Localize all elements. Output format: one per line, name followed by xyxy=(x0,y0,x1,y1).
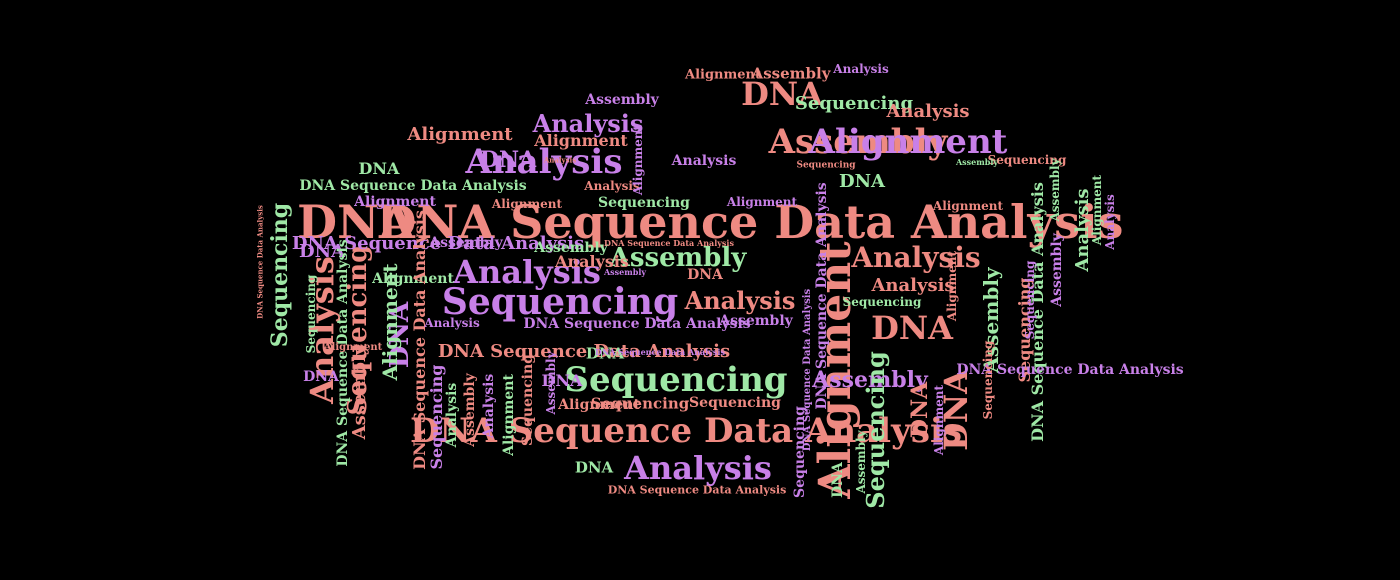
word-alignment: Alignment xyxy=(354,194,436,210)
word-assembly: Assembly xyxy=(585,92,659,108)
word-analysis: Analysis xyxy=(624,449,772,487)
word-dna: DNA xyxy=(541,371,583,390)
word-dna-sequence-data-analysis: DNA Sequence Data Analysis xyxy=(607,483,787,497)
word-analysis: Analysis xyxy=(424,316,480,330)
word-sequencing: Sequencing xyxy=(427,364,446,470)
word-analysis: Analysis xyxy=(833,62,889,76)
word-alignment: Alignment xyxy=(631,124,645,196)
word-sequencing: Sequencing xyxy=(590,394,690,413)
word-dna-sequence-data-analysis: DNA Sequence Data Analysis xyxy=(299,178,527,194)
word-dna: DNA xyxy=(687,267,723,283)
word-alignment: Alignment xyxy=(491,197,563,211)
word-dna: DNA xyxy=(297,195,415,249)
word-assembly: Assembly xyxy=(534,240,608,256)
word-dna: DNA xyxy=(303,369,339,385)
word-sequencing: Sequencing xyxy=(1023,260,1037,340)
word-dna-sequence-data-analysis: DNA Sequence Data Analysis xyxy=(802,288,813,452)
word-dna-sequence-data-analysis: DNA Sequence Data Analysis xyxy=(335,239,351,467)
word-alignment: Alignment xyxy=(323,342,383,353)
word-alignment: Alignment xyxy=(945,250,959,322)
word-dna: DNA xyxy=(907,381,933,439)
word-analysis: Analysis xyxy=(671,153,737,169)
word-alignment: Alignment xyxy=(558,397,640,413)
word-sequencing: Sequencing xyxy=(598,195,690,211)
word-dna-sequence-data-analysis: DNA Sequence Data Analysis xyxy=(814,182,830,410)
word-analysis: Analysis xyxy=(465,142,623,182)
word-assembly: Assembly xyxy=(609,243,747,273)
word-dna: DNA xyxy=(585,344,625,363)
word-alignment: Alignment xyxy=(378,263,402,381)
word-analysis: Analysis xyxy=(444,382,460,448)
word-assembly: Assembly xyxy=(854,430,868,494)
word-alignment: Alignment xyxy=(1090,174,1104,246)
word-assembly: Assembly xyxy=(1049,233,1065,307)
word-analysis: Analysis xyxy=(584,179,640,193)
word-sequencing: Sequencing xyxy=(304,274,318,354)
word-sequencing: Sequencing xyxy=(267,202,293,348)
word-dna: DNA xyxy=(741,75,823,113)
word-dna: DNA xyxy=(479,147,537,173)
word-analysis: Analysis xyxy=(851,241,981,274)
word-sequencing: Sequencing xyxy=(794,93,914,114)
word-dna-sequence-data-analysis: DNA Sequence Data Analysis xyxy=(437,341,731,362)
word-assembly: Assembly xyxy=(603,267,647,277)
word-dna-sequence-data-analysis: DNA Sequence Data Analysis xyxy=(255,205,265,319)
word-assembly: Assembly xyxy=(462,373,478,447)
word-dna: DNA xyxy=(871,309,953,347)
word-dna-sequence-data-analysis: DNA Sequence Data Analysis xyxy=(291,233,585,254)
word-alignment: Alignment xyxy=(808,122,1008,162)
word-alignment: Alignment xyxy=(372,271,454,287)
word-sequencing: Sequencing xyxy=(987,153,1067,167)
word-analysis: Analysis xyxy=(543,155,577,165)
word-sequencing: Sequencing xyxy=(842,295,922,309)
word-sequencing: Sequencing xyxy=(981,340,995,420)
word-dna: DNA xyxy=(830,462,846,498)
word-dna-sequence-data-analysis: DNA Sequence Data Analysis xyxy=(595,347,725,357)
word-alignment: Alignment xyxy=(501,374,517,456)
word-assembly: Assembly xyxy=(812,367,928,393)
word-alignment: Alignment xyxy=(685,67,761,83)
word-alignment: Alignment xyxy=(932,199,1004,213)
word-dna: DNA xyxy=(298,241,346,262)
word-assembly: Assembly xyxy=(1048,158,1062,222)
word-dna-sequence-data-analysis: DNA Sequence Data Analysis xyxy=(409,411,963,451)
word-dna: DNA xyxy=(838,171,886,192)
word-alignment: Alignment xyxy=(726,195,798,209)
word-analysis: Analysis xyxy=(481,373,497,439)
word-sequencing: Sequencing xyxy=(520,354,536,446)
word-dna: DNA xyxy=(574,458,614,477)
word-analysis: Analysis xyxy=(532,109,644,138)
word-alignment: Alignment xyxy=(932,384,946,456)
word-analysis: Analysis xyxy=(886,101,970,122)
word-dna-sequence-data-analysis: DNA Sequence Data Analysis xyxy=(523,316,751,332)
word-dna: DNA xyxy=(358,159,400,178)
word-analysis: Analysis xyxy=(871,275,955,296)
word-alignment: Alignment xyxy=(407,124,513,145)
word-assembly: Assembly xyxy=(768,122,948,162)
word-dna-sequence-data-analysis: DNA Sequence Data Analysis xyxy=(956,362,1184,378)
word-analysis: Analysis xyxy=(453,253,601,291)
word-assembly: Assembly xyxy=(751,64,831,83)
word-analysis: Analysis xyxy=(684,286,796,315)
word-dna-sequence-data-analysis: DNA Sequence Data Analysis xyxy=(604,238,734,248)
word-sequencing: Sequencing xyxy=(796,160,856,171)
word-alignment: Alignment xyxy=(534,131,628,150)
word-sequencing: Sequencing xyxy=(689,395,781,411)
word-assembly: Assembly xyxy=(955,157,999,167)
word-sequencing: Sequencing xyxy=(564,360,788,400)
word-dna-sequence-data-analysis: DNA Sequence Data Analysis xyxy=(410,210,429,470)
word-assembly: Assembly xyxy=(719,313,793,329)
word-analysis: Analysis xyxy=(1103,194,1117,250)
word-dna-sequence-data-analysis: DNA Sequence Data Analysis xyxy=(376,195,1124,249)
word-assembly: Assembly xyxy=(429,235,503,251)
word-assembly: Assembly xyxy=(349,344,370,440)
word-analysis: Analysis xyxy=(555,252,629,271)
word-sequencing: Sequencing xyxy=(441,281,679,323)
